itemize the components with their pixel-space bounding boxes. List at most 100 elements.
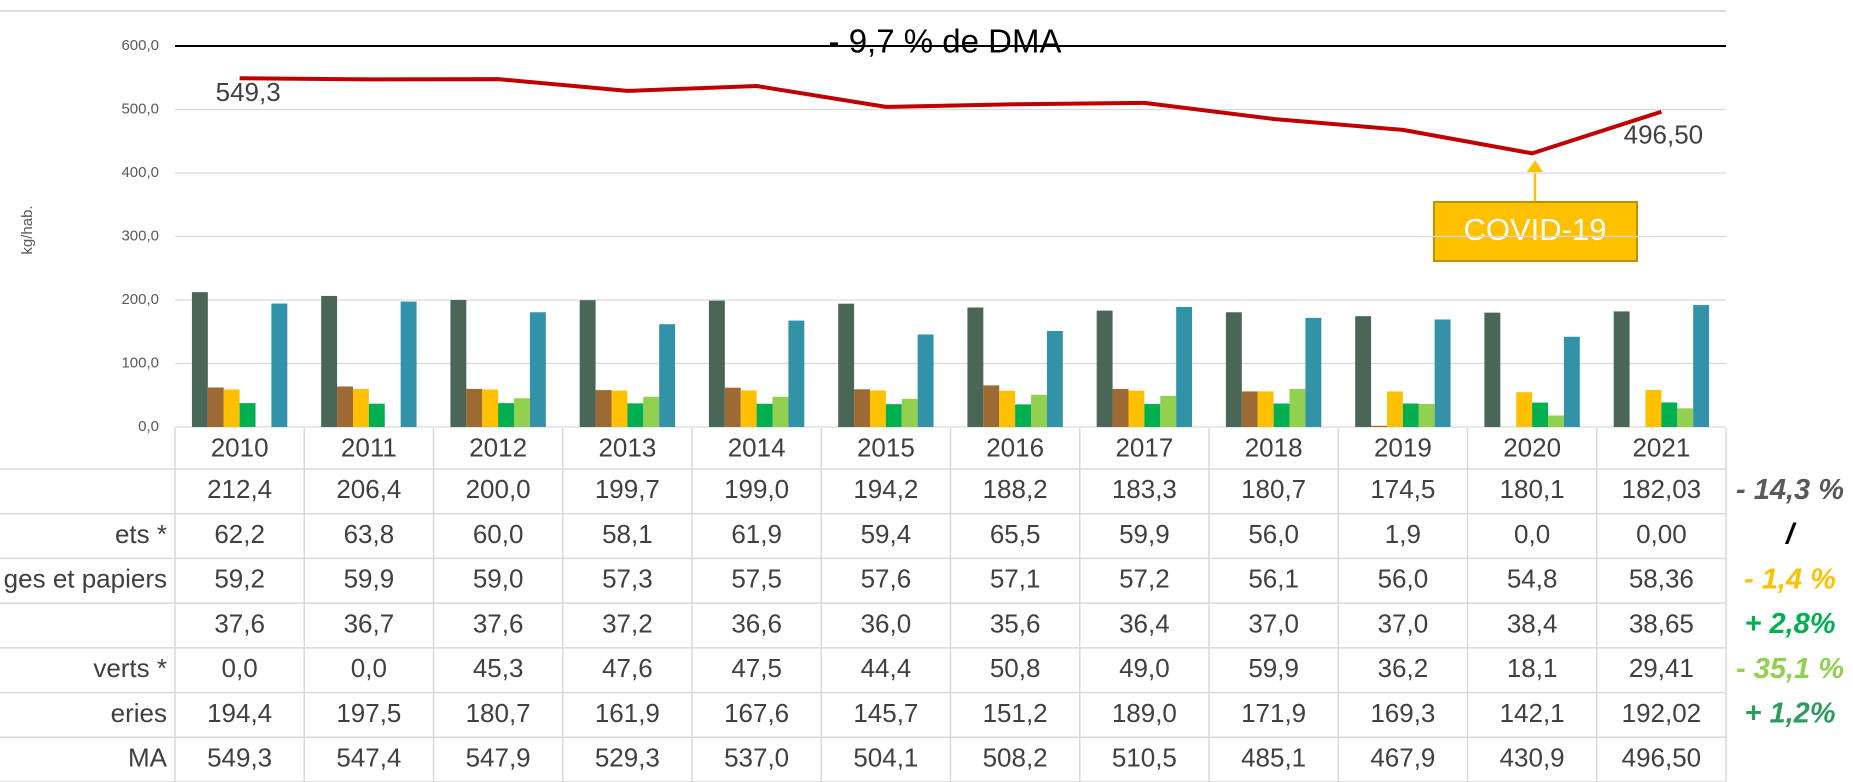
change-label: + 1,2%	[1744, 698, 1835, 730]
bar	[756, 403, 773, 427]
bar	[1677, 408, 1694, 427]
table-cell: 38,4	[1507, 608, 1558, 638]
bar	[1661, 402, 1678, 427]
table-cell: 54,8	[1507, 564, 1558, 594]
bar	[450, 300, 467, 427]
bar	[1046, 330, 1063, 427]
bar	[1144, 403, 1161, 427]
x-tick-label: 2014	[728, 432, 786, 462]
x-tick-label: 2021	[1632, 432, 1690, 462]
bar	[1563, 336, 1580, 427]
table-cell: 537,0	[724, 743, 789, 773]
table-cell: 56,0	[1378, 564, 1429, 594]
table-cell: 180,7	[466, 698, 531, 728]
bar	[321, 295, 338, 427]
row-label: verts *	[93, 653, 167, 683]
table-cell: 549,3	[207, 743, 272, 773]
table-cell: 194,2	[853, 474, 918, 504]
table-cell: 510,5	[1112, 743, 1177, 773]
table-cell: 45,3	[473, 653, 524, 683]
annotation-arrowhead	[1527, 160, 1543, 172]
x-tick-label: 2019	[1374, 432, 1432, 462]
bar	[1548, 415, 1564, 427]
annotation: - 9,7 % de DMA	[829, 23, 1062, 60]
table-cell: 59,2	[214, 564, 265, 594]
table-cell: 37,2	[602, 608, 653, 638]
bar	[1516, 392, 1533, 427]
table-cell: 35,6	[990, 608, 1041, 638]
bar	[838, 303, 855, 427]
bar	[1176, 306, 1193, 427]
x-tick-label: 2010	[211, 432, 269, 462]
bar	[1434, 319, 1451, 427]
table-cell: 59,9	[344, 564, 395, 594]
table-cell: 174,5	[1370, 474, 1435, 504]
bar	[708, 300, 725, 427]
table-cell: 62,2	[214, 519, 265, 549]
bar	[352, 388, 369, 427]
change-label: - 35,1 %	[1736, 653, 1844, 685]
y-tick-label: 600,0	[121, 37, 159, 54]
table-cell: 61,9	[731, 519, 782, 549]
table-cell: 57,2	[1119, 564, 1170, 594]
table-cell: 58,1	[602, 519, 653, 549]
table-cell: 36,7	[344, 608, 395, 638]
table-cell: 18,1	[1507, 653, 1558, 683]
bar	[724, 387, 741, 427]
table-cell: 0,0	[1514, 519, 1550, 549]
bar	[1484, 312, 1501, 427]
row-label: MA	[128, 743, 168, 773]
table-cell: 50,8	[990, 653, 1041, 683]
bar	[1693, 305, 1710, 427]
table-cell: 37,0	[1248, 608, 1299, 638]
bar	[788, 320, 805, 427]
table-cell: 430,9	[1500, 743, 1565, 773]
bar	[400, 301, 417, 427]
table-cell: 57,6	[861, 564, 912, 594]
bar	[885, 404, 902, 427]
bar	[239, 403, 256, 427]
table-cell: 508,2	[983, 743, 1048, 773]
bar	[1160, 395, 1177, 427]
table-cell: 36,0	[861, 608, 912, 638]
table-cell: 63,8	[344, 519, 395, 549]
table-cell: 59,9	[1119, 519, 1170, 549]
table-cell: 36,4	[1119, 608, 1170, 638]
bar	[1128, 390, 1145, 427]
table-cell: 57,3	[602, 564, 653, 594]
table-cell: 547,4	[336, 743, 401, 773]
table-cell: 180,1	[1500, 474, 1565, 504]
table-cell: 169,3	[1370, 698, 1435, 728]
point-label: 549,3	[216, 77, 281, 107]
bar	[611, 390, 628, 427]
row-label: ets *	[115, 519, 167, 549]
table-cell: 151,2	[983, 698, 1048, 728]
bar	[482, 389, 499, 427]
table-cell: 59,4	[861, 519, 912, 549]
bar	[967, 307, 984, 427]
bar	[901, 398, 918, 427]
bar	[595, 390, 612, 427]
table-cell: 36,2	[1378, 653, 1429, 683]
bar	[1112, 388, 1129, 427]
row-label: ges et papiers	[4, 564, 167, 594]
table-cell: 37,6	[214, 608, 265, 638]
bar	[1225, 312, 1242, 427]
x-tick-label: 2011	[341, 432, 397, 462]
bar	[740, 390, 757, 427]
bar	[1418, 404, 1435, 427]
table-cell: 200,0	[466, 474, 531, 504]
bar	[579, 300, 596, 427]
table-cell: 145,7	[853, 698, 918, 728]
table-cell: 496,50	[1622, 743, 1702, 773]
table-cell: 192,02	[1622, 698, 1702, 728]
bar	[869, 390, 886, 427]
y-tick-label: 500,0	[121, 100, 159, 117]
line	[239, 76, 1662, 156]
table-cell: 37,6	[473, 608, 524, 638]
table-cell: 547,9	[466, 743, 531, 773]
annotation: COVID-19	[1464, 212, 1607, 247]
table-cell: 529,3	[595, 743, 660, 773]
table-cell: 161,9	[595, 698, 660, 728]
